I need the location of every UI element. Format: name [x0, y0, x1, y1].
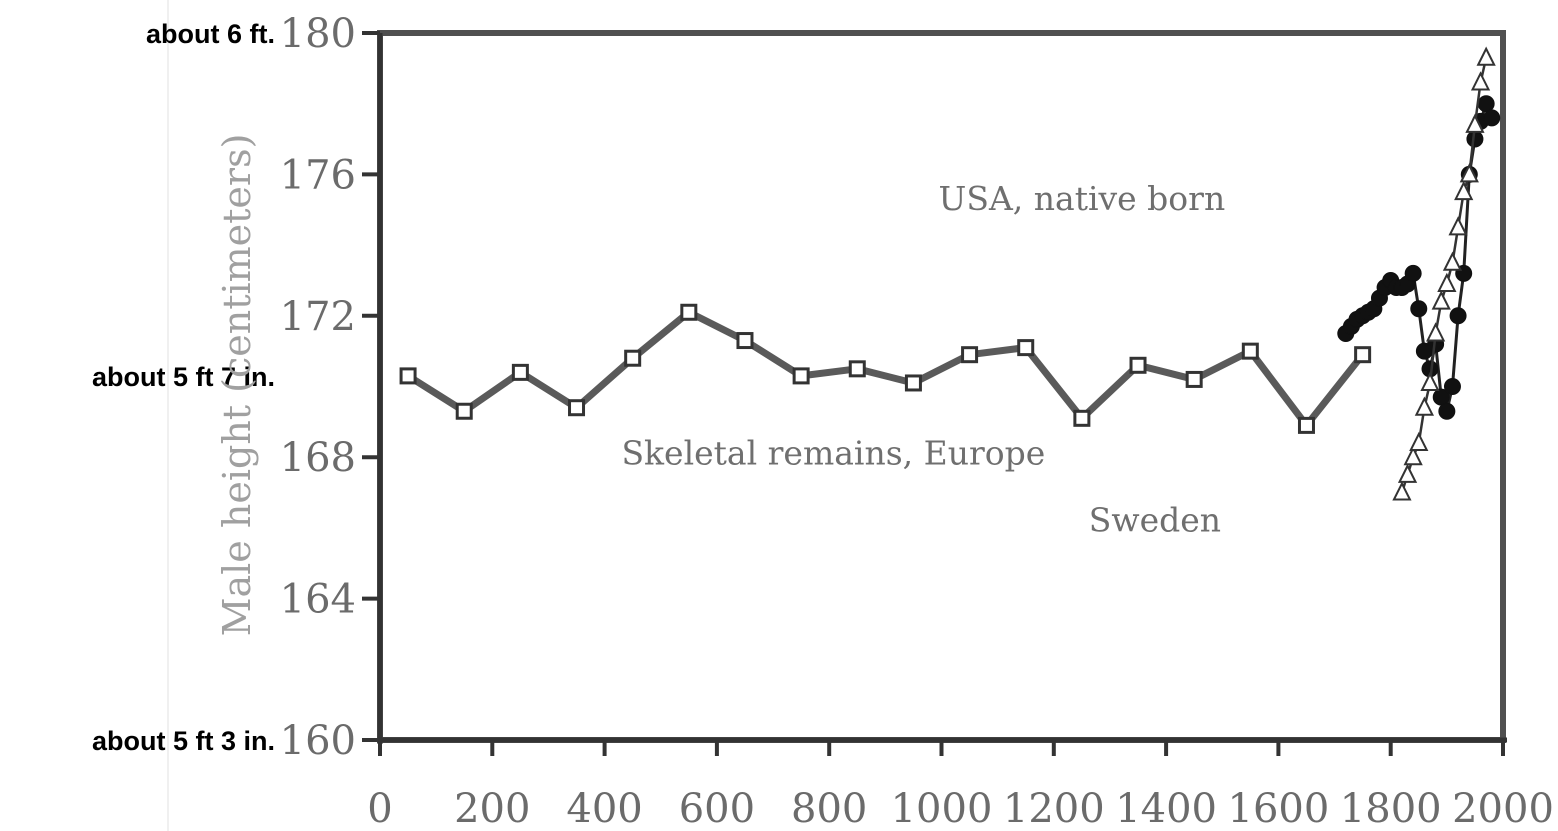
data-point [680, 303, 698, 321]
side-height-label: about 5 ft 7 in. [92, 362, 275, 392]
x-tick-label: 800 [791, 786, 867, 831]
data-point [624, 349, 642, 367]
data-point [1438, 402, 1456, 420]
data-point [1470, 71, 1491, 91]
data-point [1459, 163, 1479, 183]
data-point [792, 367, 810, 385]
x-tick-label: 1000 [891, 786, 993, 831]
x-tick-label: 2000 [1452, 786, 1554, 831]
y-tick-label: 176 [280, 152, 356, 198]
data-point [1483, 109, 1501, 127]
y-tick-label: 168 [280, 435, 356, 481]
data-point [1241, 342, 1259, 360]
data-point [1437, 272, 1457, 292]
y-tick-label: 180 [280, 11, 356, 57]
y-tick-label: 172 [280, 294, 356, 340]
series-line [1344, 102, 1494, 413]
series-annotation: Skeletal remains, Europe [621, 433, 1045, 472]
series-usa-native-born [1337, 95, 1501, 420]
data-point [1129, 356, 1147, 374]
series-line [406, 308, 1366, 429]
side-height-label: about 5 ft 3 in. [92, 726, 275, 756]
x-tick-label: 200 [454, 786, 530, 831]
annotations: Skeletal remains, Europe USA, native born… [621, 179, 1225, 540]
data-point [1185, 370, 1203, 388]
data-point [1443, 378, 1461, 395]
y-tick-label: 164 [280, 577, 356, 623]
data-point [455, 402, 473, 420]
side-labels: about 6 ft. about 5 ft 7 in. about 5 ft 3 … [92, 19, 275, 756]
data-point [1442, 251, 1463, 271]
axes: 0 200 400 600 800 1000 1200 1400 1600 1800 2000 160… [280, 11, 1554, 831]
data-point [1017, 339, 1035, 357]
data-point [736, 332, 754, 350]
data-point [961, 346, 979, 364]
series-skeletal-remains-europe [399, 303, 1372, 434]
data-point [1397, 463, 1418, 483]
x-tick-label: 0 [367, 786, 392, 831]
data-point [1426, 322, 1446, 342]
y-axis-label: Male height (centimeters) [215, 134, 259, 637]
data-point [1297, 416, 1315, 434]
data-point [848, 360, 866, 378]
y-tick-label: 160 [280, 718, 356, 764]
data-point [1465, 113, 1485, 133]
x-tick-label: 600 [679, 786, 755, 831]
data-point [1404, 264, 1422, 282]
data-point [1477, 95, 1495, 113]
data-point [1354, 346, 1372, 364]
data-point [1449, 307, 1467, 325]
data-point [904, 374, 922, 392]
data-point [1414, 396, 1435, 416]
data-point [1454, 180, 1474, 201]
x-tick-label: 400 [566, 786, 642, 831]
series-layer [399, 46, 1501, 501]
data-point [1409, 431, 1429, 452]
data-point [511, 363, 529, 381]
series-sweden [1392, 46, 1496, 501]
data-point [1420, 371, 1440, 391]
data-point [1392, 481, 1412, 501]
data-point [1431, 290, 1451, 310]
side-height-label: about 6 ft. [146, 19, 275, 49]
x-tick-label: 1800 [1340, 786, 1442, 831]
data-point [1410, 300, 1428, 318]
data-point [399, 367, 417, 385]
data-point [1073, 409, 1091, 427]
series-annotation: USA, native born [939, 179, 1226, 218]
data-point [1403, 445, 1423, 466]
x-tick-label: 1400 [1115, 786, 1217, 831]
data-point [1476, 46, 1496, 66]
x-tick-label: 1600 [1228, 786, 1330, 831]
series-annotation: Sweden [1089, 500, 1221, 539]
data-point [568, 399, 586, 417]
x-tick-label: 1200 [1003, 786, 1105, 831]
data-point [1448, 216, 1468, 236]
